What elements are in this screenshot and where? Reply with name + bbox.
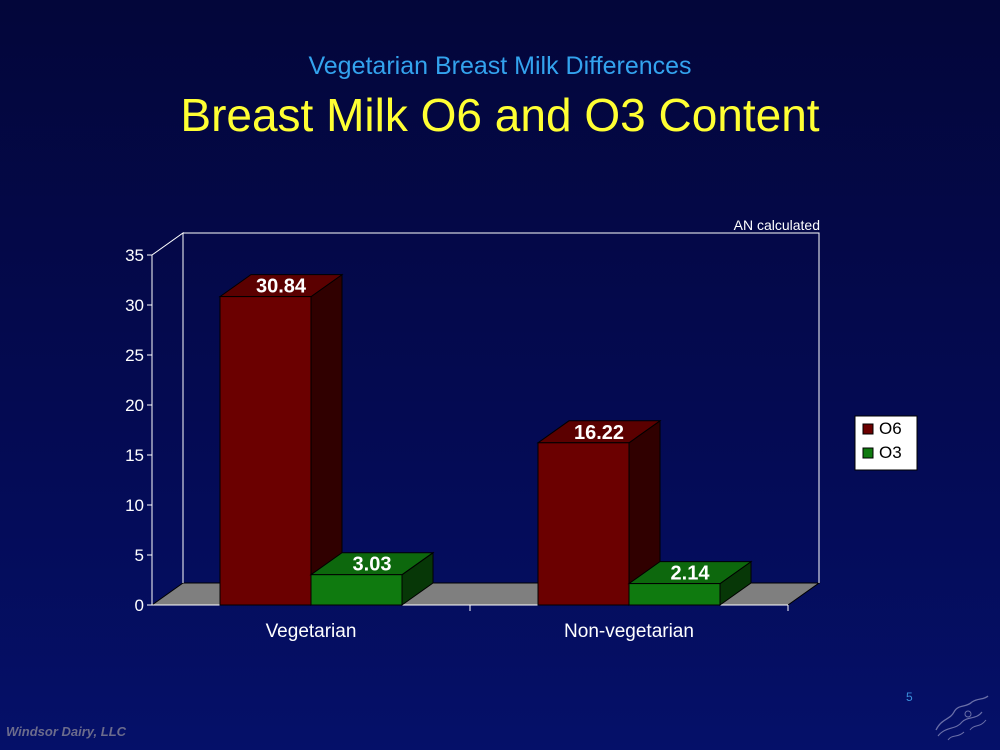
- y-tick-label: 20: [125, 396, 144, 415]
- y-tick-label: 30: [125, 296, 144, 315]
- bar-o3-2: [627, 560, 753, 606]
- chart-left-wall: [151, 232, 184, 605]
- bar-front-face: [310, 574, 403, 606]
- x-category-label: Vegetarian: [266, 621, 357, 642]
- bar-value-label: 30.84: [256, 276, 307, 298]
- legend-label-o3: O3: [879, 443, 902, 462]
- slide-number: 5: [906, 690, 913, 704]
- footer-company: Windsor Dairy, LLC: [6, 724, 127, 739]
- axes: 0 5 10 15 20 25 30 35 Vegetarian Non-vegetarian: [125, 246, 789, 642]
- legend-swatch-o6: [862, 423, 874, 435]
- bar-value-label: 2.14: [671, 563, 711, 585]
- legend-swatch-o3: [862, 447, 874, 459]
- bars: 30.84 3.03 16.22 2.14: [218, 273, 753, 606]
- y-tick-label: 15: [125, 446, 144, 465]
- bar-front-face: [219, 296, 312, 606]
- chart-back-wall: [183, 232, 820, 583]
- y-tick-label: 35: [125, 246, 144, 265]
- legend-box: [854, 415, 918, 471]
- bar-front-face: [628, 583, 721, 606]
- slide-title: Breast Milk O6 and O3 Content: [180, 89, 820, 141]
- bar-o6-1: [218, 273, 344, 606]
- x-category-label: Non-vegetarian: [564, 621, 694, 642]
- bar-front-face: [537, 442, 630, 606]
- bar-o3-1: [309, 551, 435, 606]
- windsor-logo-icon: [935, 695, 989, 741]
- bar-o6-2: [536, 419, 662, 606]
- chart-annotation: AN calculated: [734, 217, 820, 233]
- y-tick-label: 25: [125, 346, 144, 365]
- y-tick-label: 0: [135, 596, 144, 615]
- y-tick-label: 10: [125, 496, 144, 515]
- slide-subtitle: Vegetarian Breast Milk Differences: [308, 52, 692, 80]
- bar-value-label: 16.22: [574, 422, 624, 444]
- y-tick-label: 5: [135, 546, 144, 565]
- legend-label-o6: O6: [879, 419, 902, 438]
- bar-value-label: 3.03: [353, 554, 392, 576]
